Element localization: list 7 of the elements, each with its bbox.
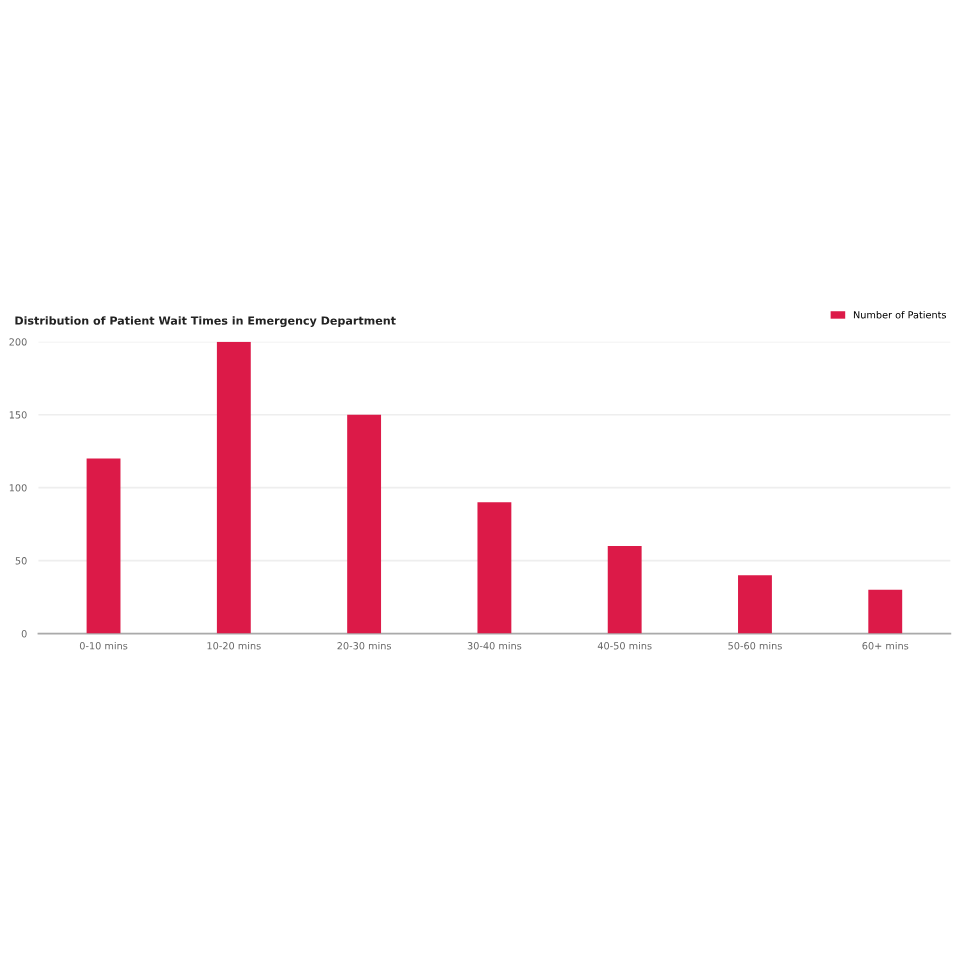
bar bbox=[607, 546, 642, 634]
bar bbox=[347, 414, 382, 634]
bar bbox=[868, 589, 903, 634]
bar bbox=[738, 575, 772, 634]
bar bbox=[216, 341, 251, 634]
bar bbox=[477, 502, 512, 634]
bar bbox=[86, 458, 121, 634]
